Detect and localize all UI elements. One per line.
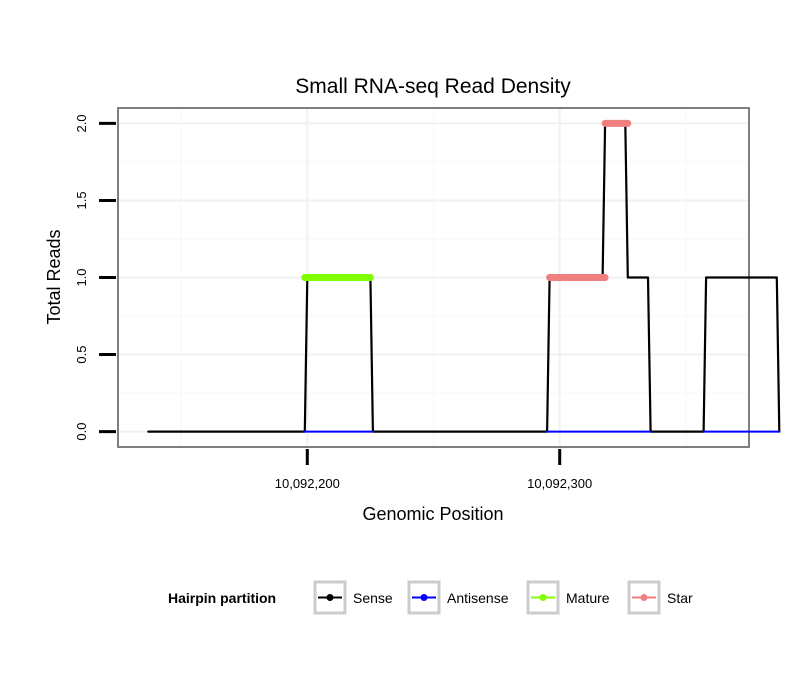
legend-key-point [420,594,428,601]
y-tick-label: 1.0 [74,268,89,286]
x-axis-title: Genomic Position [362,504,503,524]
legend-label-sense: Sense [353,590,393,606]
legend-label-star: Star [667,590,693,606]
legend-label-mature: Mature [566,590,610,606]
y-tick-label: 1.5 [74,191,89,209]
y-tick-label: 2.0 [74,114,89,132]
x-tick-label: 10,092,300 [527,476,592,491]
legend-key-point [326,594,334,601]
y-tick-label: 0.0 [74,423,89,441]
legend: Hairpin partition Sense Antisense Mature St… [168,580,693,615]
chart-title: Small RNA-seq Read Density [295,75,571,98]
legend-key-point [539,594,547,601]
legend-label-antisense: Antisense [447,590,509,606]
y-axis-title: Total Reads [44,229,64,324]
x-tick-label: 10,092,200 [275,476,340,491]
legend-key-point [640,594,648,601]
legend-title: Hairpin partition [168,590,276,606]
y-tick-label: 0.5 [74,346,89,364]
